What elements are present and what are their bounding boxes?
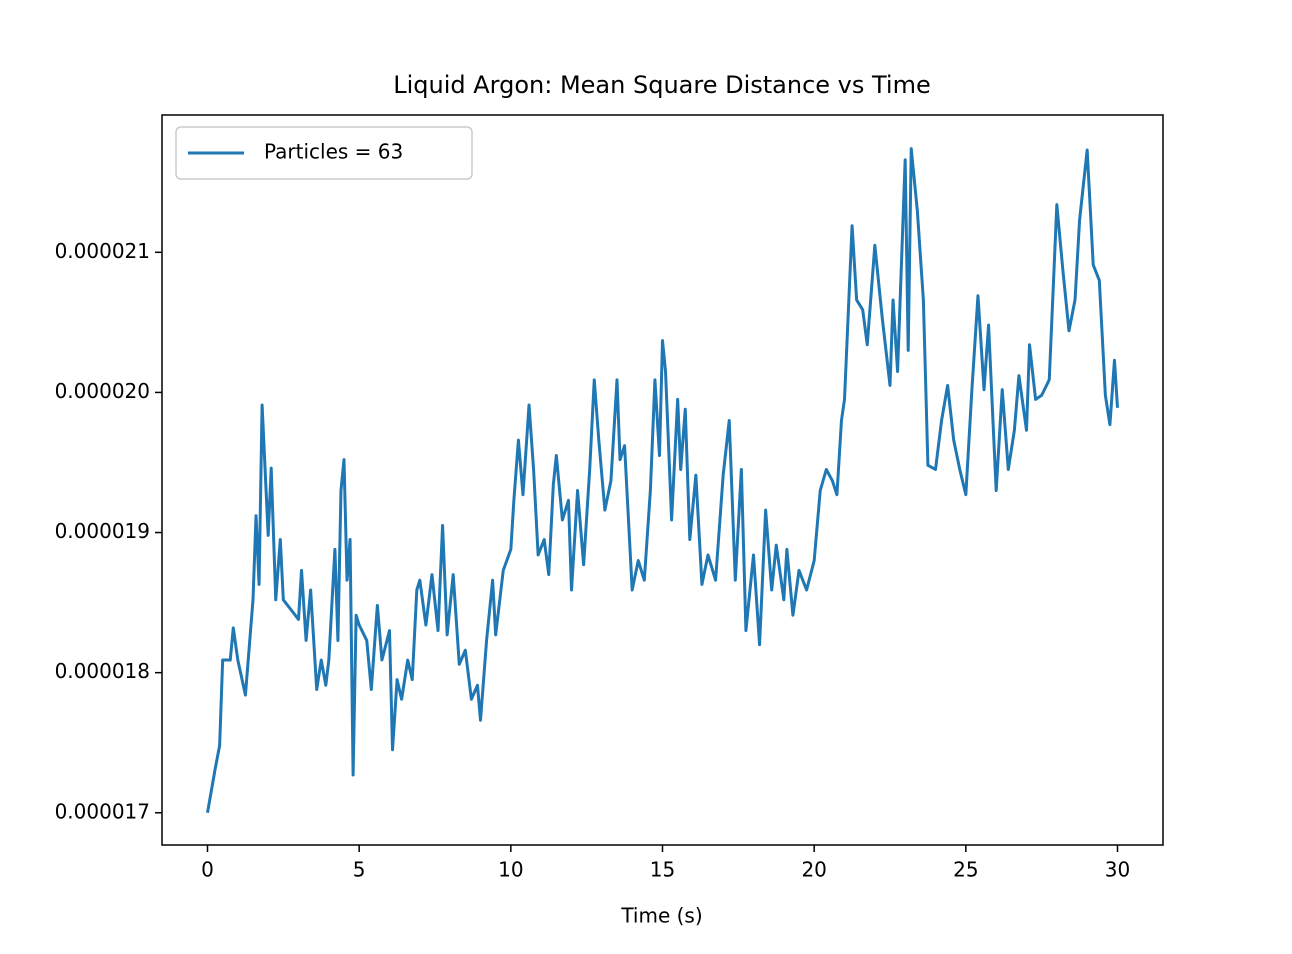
- y-tick-label: 0.000017: [55, 799, 150, 823]
- x-axis-label: Time (s): [620, 904, 702, 928]
- legend-box: [175, 126, 473, 180]
- y-tick-label: 0.000020: [55, 379, 150, 403]
- x-tick-label: 0: [201, 858, 214, 882]
- x-tick-label: 15: [650, 858, 675, 882]
- plot-frame: [161, 114, 1164, 846]
- x-tick-label: 5: [353, 858, 366, 882]
- x-tick-label: 10: [498, 858, 523, 882]
- x-tick-label: 25: [953, 858, 978, 882]
- y-tick-label: 0.000018: [55, 659, 150, 683]
- legend-label: Particles = 63: [264, 140, 403, 164]
- x-tick-label: 20: [801, 858, 826, 882]
- y-tick-label: 0.000019: [55, 519, 150, 543]
- data-line: [206, 147, 1119, 814]
- y-tick-label: 0.000021: [55, 239, 150, 263]
- chart-title: Liquid Argon: Mean Square Distance vs Ti…: [393, 71, 931, 99]
- x-tick-label: 30: [1105, 858, 1130, 882]
